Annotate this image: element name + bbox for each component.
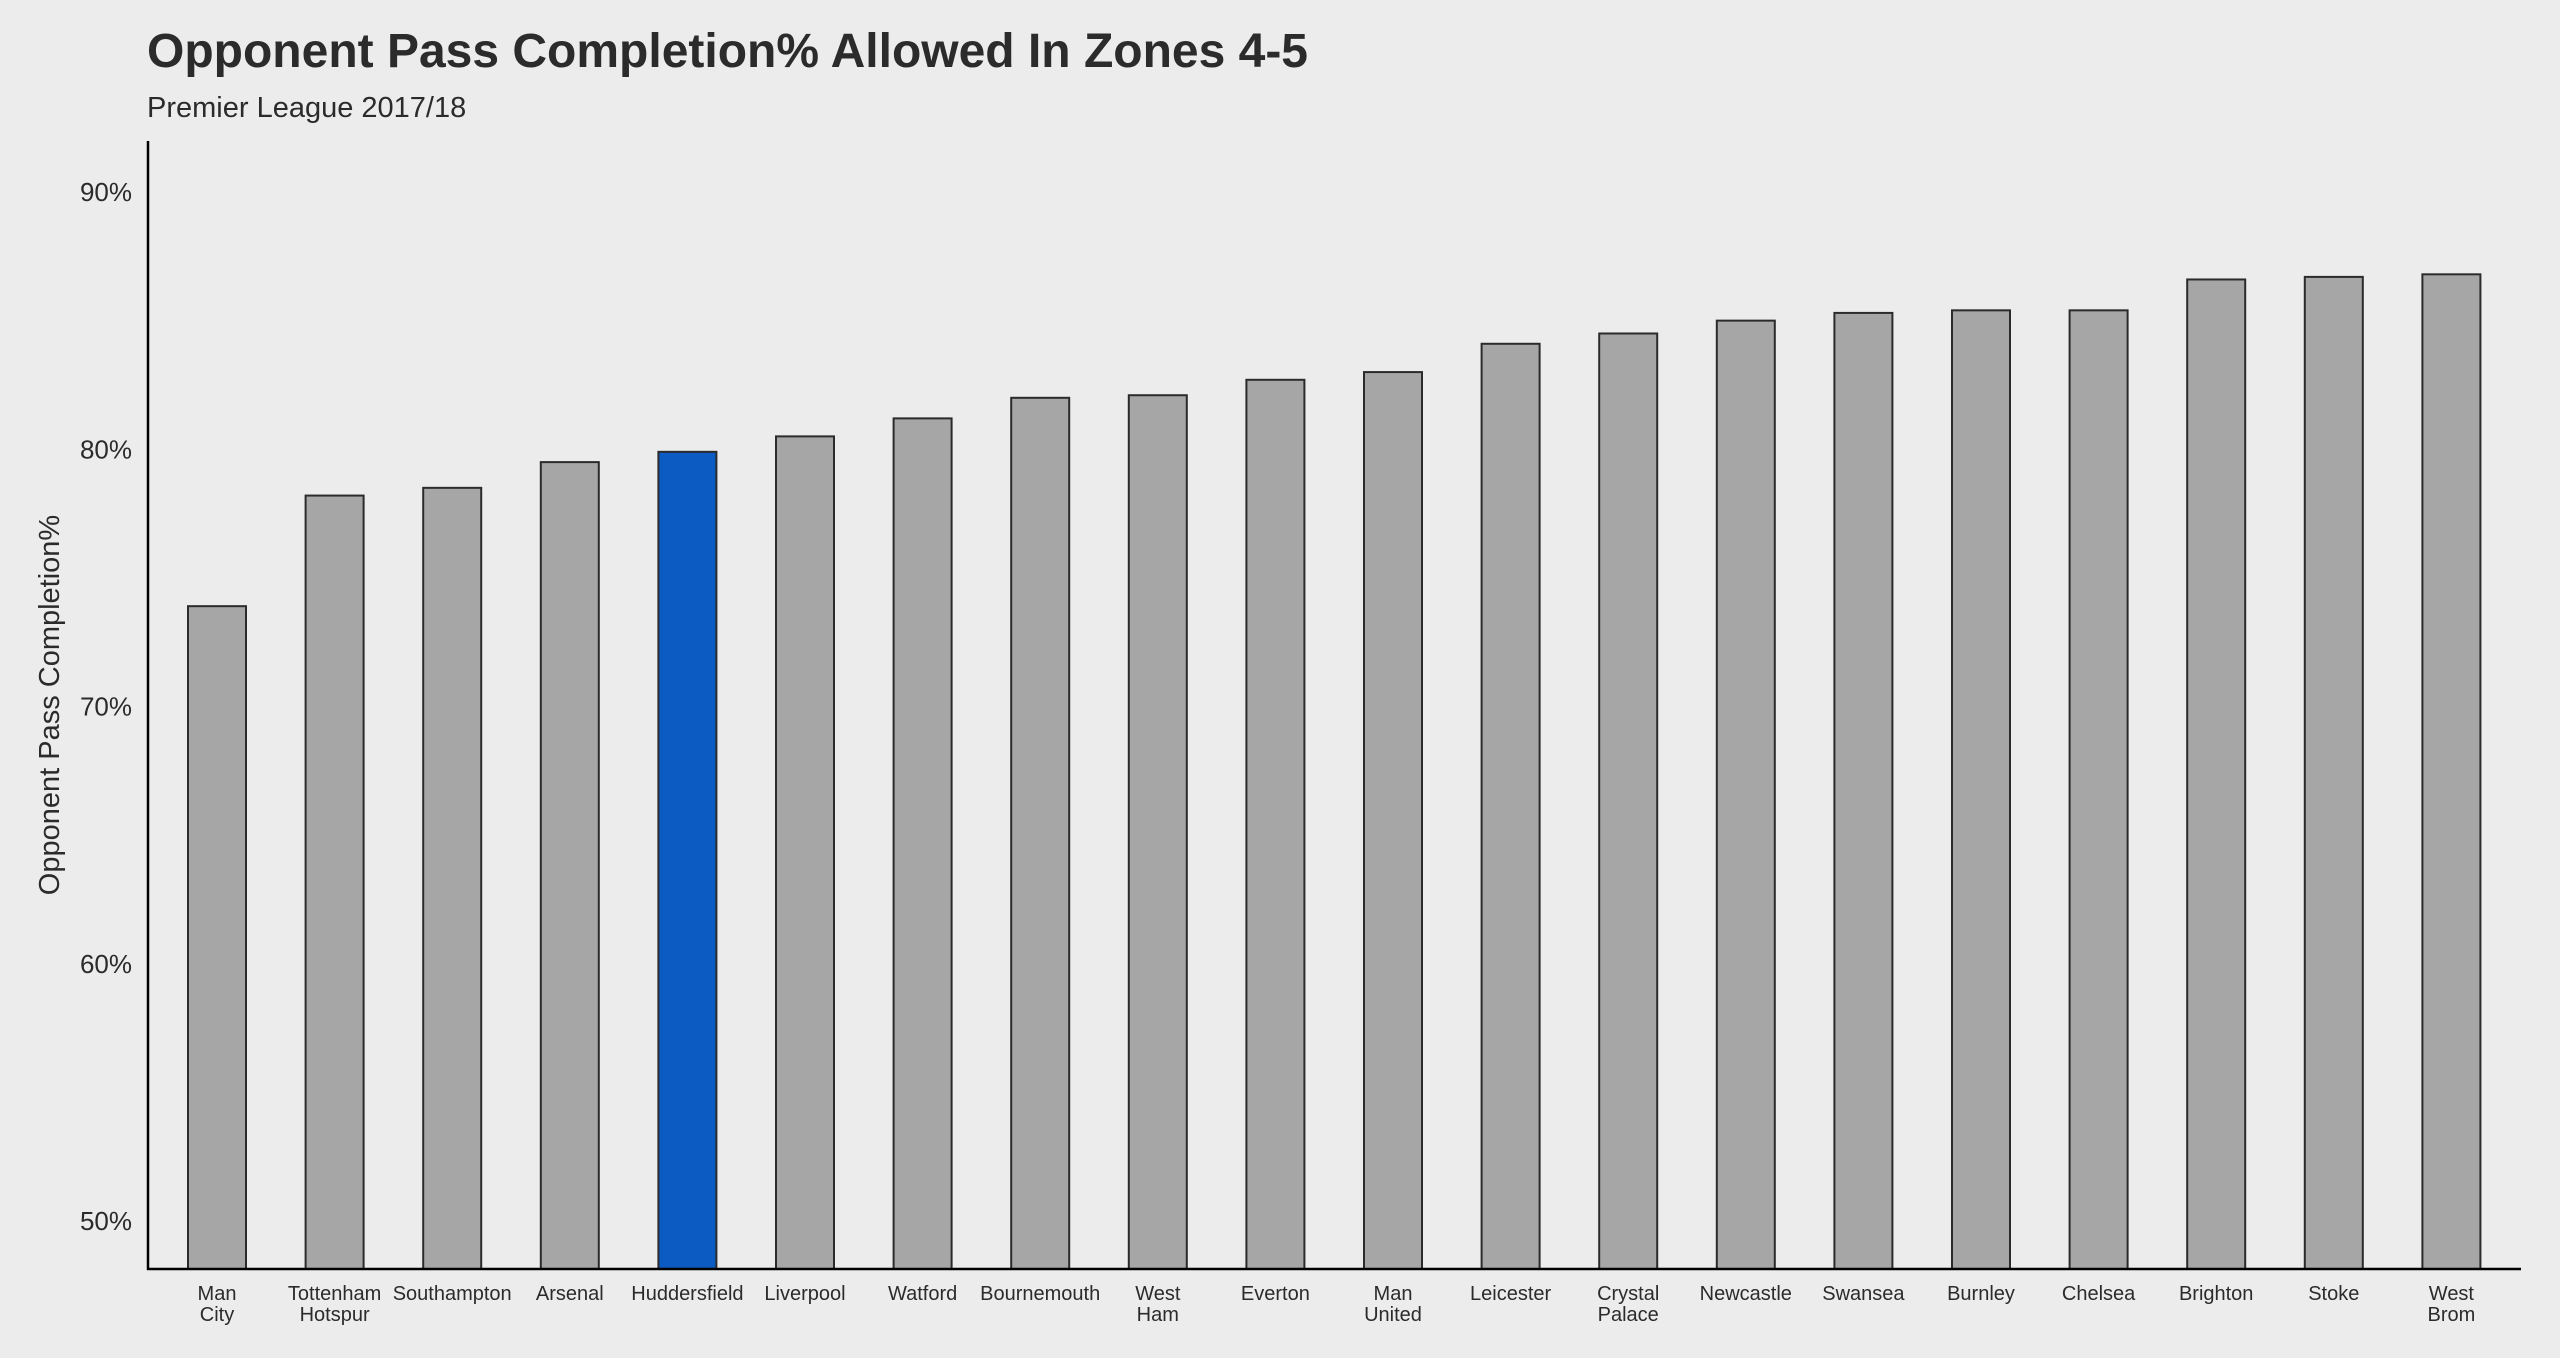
x-tick-label: West Ham bbox=[1135, 1283, 1181, 1326]
y-tick-label: 70% bbox=[80, 692, 132, 722]
x-tick-label: West Brom bbox=[2428, 1283, 2476, 1326]
bar bbox=[2068, 309, 2129, 1270]
x-tick-label: Southampton bbox=[393, 1283, 512, 1305]
bar bbox=[1480, 342, 1541, 1270]
bar bbox=[1127, 394, 1188, 1271]
y-tick-label: 60% bbox=[80, 949, 132, 979]
x-tick-label: Brighton bbox=[2179, 1283, 2254, 1305]
x-tick-label: Arsenal bbox=[536, 1283, 604, 1305]
bar bbox=[422, 486, 483, 1270]
bar bbox=[1010, 396, 1071, 1270]
y-axis-title: Opponent Pass Completion% bbox=[34, 515, 66, 895]
x-tick-label: Bournemouth bbox=[980, 1283, 1100, 1305]
x-tick-label: Huddersfield bbox=[631, 1283, 743, 1305]
y-tick-label: 90% bbox=[80, 177, 132, 207]
bar bbox=[1598, 332, 1659, 1270]
x-axis-labels: Man City Tottenham Hotspur Southampton Arsena… bbox=[198, 1283, 2476, 1326]
x-tick-label: Liverpool bbox=[764, 1283, 845, 1305]
bar bbox=[187, 605, 247, 1270]
bar bbox=[304, 494, 365, 1270]
bar bbox=[657, 450, 718, 1270]
x-tick-label: Leicester bbox=[1470, 1283, 1551, 1305]
bar bbox=[2186, 278, 2247, 1270]
y-axis-ticks: 50% 60% 70% 80% 90% bbox=[80, 177, 132, 1236]
bar bbox=[892, 417, 953, 1270]
bar bbox=[1245, 378, 1306, 1271]
bar bbox=[2421, 273, 2482, 1270]
bar bbox=[2303, 275, 2364, 1270]
bar bbox=[1363, 371, 1423, 1270]
x-tick-label: Man United bbox=[1364, 1283, 1422, 1326]
bar bbox=[1833, 311, 1894, 1271]
x-tick-label: Everton bbox=[1241, 1283, 1310, 1305]
chart-subtitle: Premier League 2017/18 bbox=[147, 92, 467, 124]
x-tick-label: Tottenham Hotspur bbox=[288, 1283, 381, 1326]
bar bbox=[1951, 309, 2011, 1270]
chart-title: Opponent Pass Completion% Allowed In Zon… bbox=[147, 25, 1308, 78]
x-tick-label: Chelsea bbox=[2062, 1283, 2136, 1305]
x-tick-label: Watford bbox=[888, 1283, 957, 1305]
bar bbox=[1715, 319, 1776, 1270]
x-tick-label: Newcastle bbox=[1700, 1283, 1792, 1305]
y-tick-label: 50% bbox=[80, 1206, 132, 1236]
y-tick-label: 80% bbox=[80, 434, 132, 464]
x-tick-label: Swansea bbox=[1822, 1283, 1905, 1305]
x-tick-label: Man City bbox=[198, 1283, 237, 1326]
x-tick-label: Crystal Palace bbox=[1597, 1283, 1659, 1326]
bar bbox=[539, 461, 600, 1270]
x-tick-label: Stoke bbox=[2308, 1283, 2359, 1305]
x-tick-label: Burnley bbox=[1947, 1283, 2015, 1305]
bar bbox=[775, 435, 835, 1270]
bars-layer bbox=[187, 273, 2482, 1271]
